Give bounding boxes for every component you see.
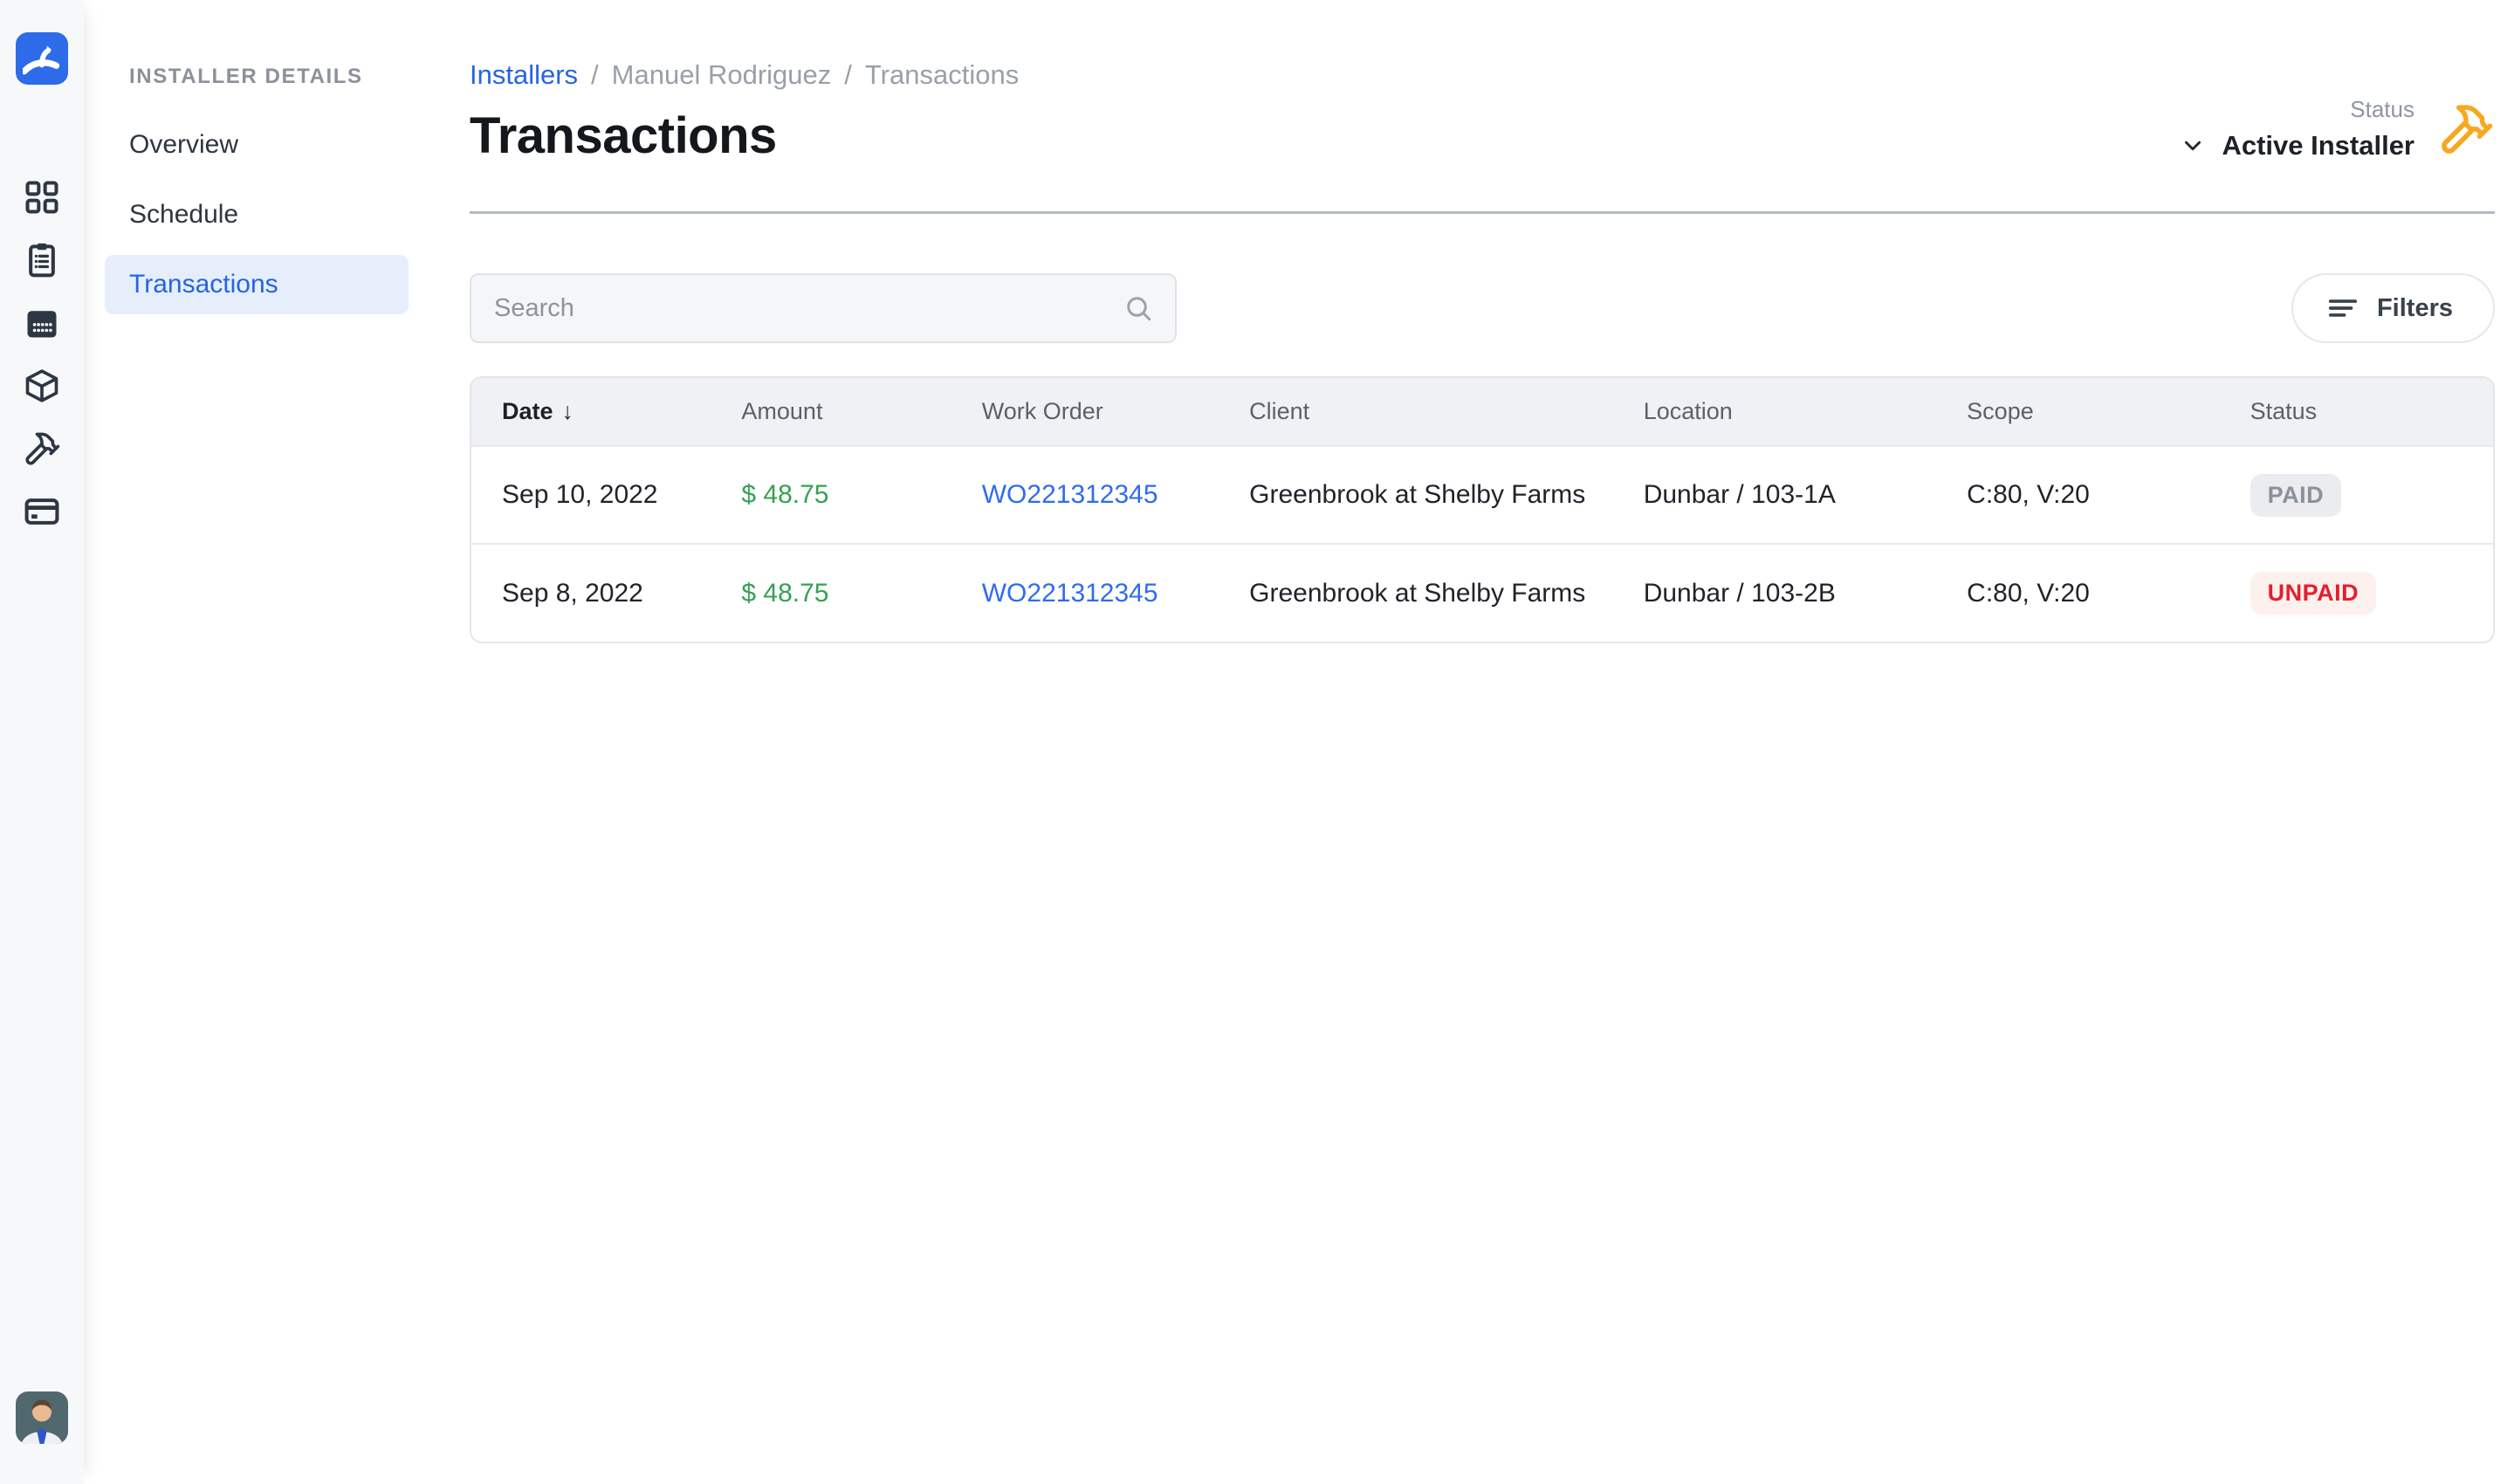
main-content: Installers / Manuel Rodriguez / Transact… — [470, 0, 2495, 643]
table-row[interactable]: Sep 10, 2022 $ 48.75 WO221312345 Greenbr… — [471, 446, 2493, 544]
package-icon[interactable] — [23, 367, 61, 405]
status-texts: Status Active Installer — [2180, 96, 2414, 161]
status-label: Status — [2350, 96, 2414, 122]
column-header-scope[interactable]: Scope — [1967, 398, 2034, 424]
table-header-row: Date ↓ Amount Work Order Client Location … — [471, 378, 2493, 446]
column-header-location[interactable]: Location — [1643, 398, 1733, 424]
breadcrumb: Installers / Manuel Rodriguez / Transact… — [470, 0, 2495, 91]
column-header-client[interactable]: Client — [1249, 398, 1310, 424]
status-dropdown[interactable]: Active Installer — [2180, 130, 2414, 161]
hammer-icon[interactable] — [23, 429, 61, 468]
installer-status-block: Status Active Installer — [2180, 96, 2495, 161]
dashboard-grid-icon[interactable] — [23, 178, 61, 216]
breadcrumb-current-page: Transactions — [864, 59, 1020, 90]
status-badge: PAID — [2250, 473, 2342, 517]
clipboard-icon[interactable] — [23, 241, 61, 279]
sort-desc-icon: ↓ — [561, 398, 574, 424]
search-icon — [1127, 297, 1151, 321]
breadcrumb-separator: / — [844, 59, 852, 90]
status-badge: UNPAID — [2250, 572, 2377, 615]
brand-logo[interactable] — [16, 32, 68, 85]
cell-date: Sep 10, 2022 — [502, 480, 658, 509]
installer-details-sidebar: INSTALLER DETAILS Overview Schedule Tran… — [84, 0, 468, 314]
cell-location: Dunbar / 103-2B — [1643, 578, 1836, 608]
table-row[interactable]: Sep 8, 2022 $ 48.75 WO221312345 Greenbro… — [471, 544, 2493, 642]
column-header-date[interactable]: Date ↓ — [502, 398, 574, 424]
column-header-work-order[interactable]: Work Order — [981, 398, 1103, 424]
calendar-icon[interactable] — [23, 304, 61, 342]
user-avatar[interactable] — [16, 1391, 68, 1444]
search-input[interactable] — [470, 273, 1177, 343]
avatar-photo — [16, 1391, 68, 1444]
status-value: Active Installer — [2222, 130, 2414, 161]
breadcrumb-separator: / — [591, 59, 599, 90]
search-box — [470, 273, 1177, 343]
sidebar-item-schedule[interactable]: Schedule — [129, 200, 239, 229]
installer-hammer-icon — [2442, 104, 2493, 154]
cell-client: Greenbrook at Shelby Farms — [1249, 480, 1586, 509]
sidebar-item-overview[interactable]: Overview — [129, 130, 239, 159]
cell-amount: $ 48.75 — [741, 480, 829, 509]
credit-card-icon[interactable] — [23, 492, 61, 531]
icon-rail — [0, 0, 84, 1484]
work-order-link[interactable]: WO221312345 — [981, 578, 1158, 608]
sidebar-item-transactions[interactable]: Transactions — [105, 255, 409, 314]
chevron-down-icon — [2185, 141, 2201, 151]
transactions-table: Date ↓ Amount Work Order Client Location … — [470, 376, 2495, 643]
cell-client: Greenbrook at Shelby Farms — [1249, 578, 1586, 608]
page-header: Installers / Manuel Rodriguez / Transact… — [470, 0, 2495, 214]
cell-scope: C:80, V:20 — [1967, 578, 2090, 608]
filters-label: Filters — [2376, 293, 2453, 322]
table-toolbar: Filters — [470, 273, 2495, 343]
column-header-status[interactable]: Status — [2250, 398, 2318, 424]
breadcrumb-installer-name: Manuel Rodriguez — [611, 59, 832, 90]
filters-button[interactable]: Filters — [2291, 273, 2495, 343]
work-order-link[interactable]: WO221312345 — [981, 480, 1158, 509]
page-title: Transactions — [470, 107, 777, 164]
cell-scope: C:80, V:20 — [1967, 480, 2090, 509]
rail-nav — [0, 178, 84, 531]
cell-location: Dunbar / 103-1A — [1643, 480, 1836, 509]
sidebar-section-label: INSTALLER DETAILS — [129, 65, 363, 88]
bird-logo-icon — [23, 45, 60, 75]
cell-amount: $ 48.75 — [741, 578, 829, 608]
filter-lines-icon — [2328, 299, 2358, 317]
breadcrumb-installers[interactable]: Installers — [470, 59, 579, 90]
cell-date: Sep 8, 2022 — [502, 578, 643, 608]
column-header-amount[interactable]: Amount — [741, 398, 823, 424]
